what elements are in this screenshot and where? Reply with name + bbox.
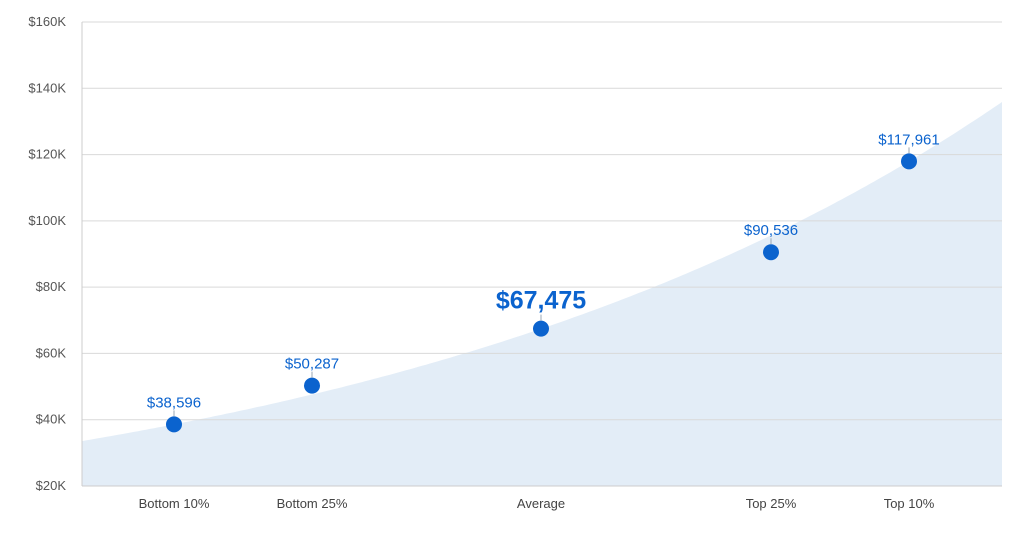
- y-tick-label: $120K: [28, 147, 66, 162]
- y-tick-label: $80K: [36, 279, 67, 294]
- y-tick-label: $140K: [28, 80, 66, 95]
- axes: [81, 22, 1002, 487]
- data-label: $90,536: [744, 222, 798, 239]
- data-label: $117,961: [878, 131, 939, 148]
- data-label: $50,287: [285, 356, 339, 373]
- data-label: $38,596: [147, 394, 201, 411]
- data-point: [901, 153, 917, 170]
- distribution-area-shape: [82, 102, 1002, 486]
- data-point: [763, 244, 779, 261]
- data-point: [533, 320, 549, 337]
- x-tick-label: Average: [517, 496, 565, 511]
- data-labels: $38,596 $50,287 $67,475 $90,536 $117,961: [147, 131, 940, 417]
- data-points: [166, 153, 917, 433]
- x-axis-ticks: Bottom 10% Bottom 25% Average Top 25% Top 10…: [139, 496, 935, 511]
- y-tick-label: $100K: [28, 213, 66, 228]
- gridlines: [82, 21, 1002, 421]
- y-tick-label: $160K: [28, 14, 66, 29]
- y-tick-label: $40K: [36, 412, 67, 427]
- data-label-highlight: $67,475: [496, 287, 586, 315]
- x-tick-label: Top 25%: [746, 496, 797, 511]
- x-tick-label: Top 10%: [884, 496, 935, 511]
- x-tick-label: Bottom 10%: [139, 496, 210, 511]
- y-tick-label: $20K: [36, 478, 67, 493]
- y-axis-ticks: $20K $40K $60K $80K $100K $120K $140K $160K: [28, 14, 66, 493]
- data-point: [166, 416, 182, 433]
- distribution-area: [82, 102, 1002, 486]
- x-tick-label: Bottom 25%: [277, 496, 348, 511]
- y-tick-label: $60K: [36, 345, 67, 360]
- data-point: [304, 377, 320, 394]
